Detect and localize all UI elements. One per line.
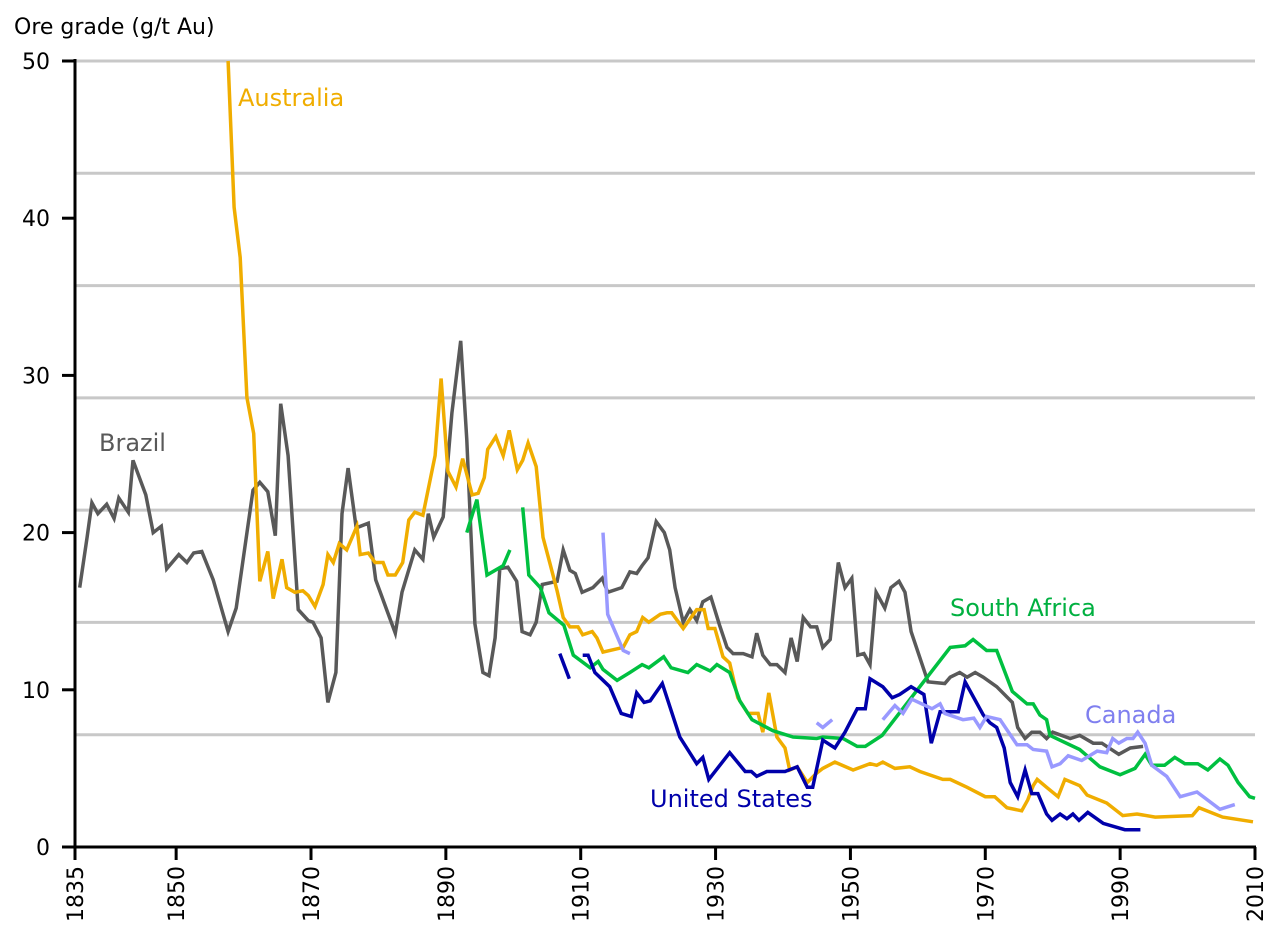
x-tick-label: 1870 bbox=[300, 866, 325, 922]
x-tick-label: 1910 bbox=[570, 866, 595, 922]
y-tick-label: 0 bbox=[36, 836, 50, 861]
x-ticks: 1835 1850 1870 1890 1910 1930 1950 1970 1990 2010 bbox=[64, 847, 1269, 922]
x-tick-label: 1970 bbox=[974, 866, 999, 922]
x-tick-label: 1890 bbox=[435, 866, 460, 922]
axes bbox=[73, 59, 1256, 849]
series-line-canada bbox=[601, 532, 631, 656]
gridlines bbox=[75, 59, 1255, 737]
series-lines bbox=[77, 60, 1256, 832]
series-line-canada bbox=[815, 718, 834, 730]
x-tick-label: 1930 bbox=[705, 866, 730, 922]
series-labels: Australia Brazil South Africa Canada Uni… bbox=[99, 84, 1176, 813]
x-tick-label: 2010 bbox=[1244, 866, 1269, 922]
y-ticks: 0 10 20 30 40 50 bbox=[22, 50, 75, 861]
y-tick-label: 30 bbox=[22, 364, 50, 389]
y-tick-label: 20 bbox=[22, 522, 50, 547]
series-line-australia bbox=[226, 60, 1254, 824]
label-australia: Australia bbox=[238, 84, 344, 112]
series-line-united-states bbox=[582, 653, 1141, 832]
label-brazil: Brazil bbox=[99, 429, 166, 457]
series-line-united-states bbox=[558, 652, 571, 680]
label-united-states: United States bbox=[650, 785, 813, 813]
y-axis-label: Ore grade (g/t Au) bbox=[14, 15, 215, 40]
y-tick-label: 10 bbox=[22, 679, 50, 704]
x-tick-label: 1835 bbox=[64, 866, 89, 922]
x-tick-label: 1950 bbox=[839, 866, 864, 922]
x-tick-label: 1990 bbox=[1109, 866, 1134, 922]
series-line-canada bbox=[881, 696, 1236, 812]
series-line-south-africa bbox=[465, 499, 512, 578]
y-tick-label: 50 bbox=[22, 50, 50, 75]
series-line-south-africa bbox=[520, 507, 1256, 800]
x-tick-label: 1850 bbox=[165, 866, 190, 922]
label-south-africa: South Africa bbox=[950, 594, 1096, 622]
y-tick-label: 40 bbox=[22, 207, 50, 232]
label-canada: Canada bbox=[1085, 701, 1176, 729]
